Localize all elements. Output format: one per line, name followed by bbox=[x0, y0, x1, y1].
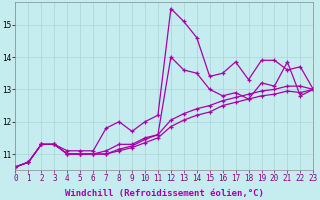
X-axis label: Windchill (Refroidissement éolien,°C): Windchill (Refroidissement éolien,°C) bbox=[65, 189, 264, 198]
